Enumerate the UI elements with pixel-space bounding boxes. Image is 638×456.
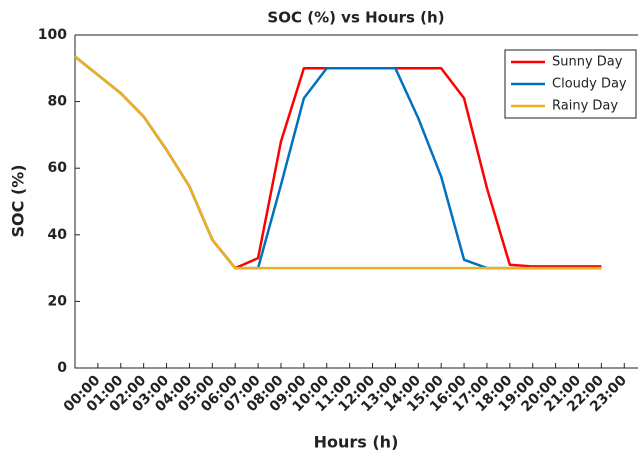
y-tick-label: 100 <box>38 27 67 43</box>
y-tick-label: 40 <box>48 227 68 243</box>
legend-label: Cloudy Day <box>552 77 627 92</box>
series-line <box>74 55 602 270</box>
x-axis-label: Hours (h) <box>314 433 399 452</box>
chart-title: SOC (%) vs Hours (h) <box>267 9 444 27</box>
y-tick-label: 60 <box>48 160 68 176</box>
legend-label: Rainy Day <box>552 99 618 114</box>
y-axis-label: SOC (%) <box>9 164 28 237</box>
legend-label: Sunny Day <box>552 55 623 70</box>
y-tick-label: 80 <box>48 94 68 110</box>
y-tick-label: 20 <box>48 293 68 309</box>
y-tick-label: 0 <box>57 360 67 376</box>
